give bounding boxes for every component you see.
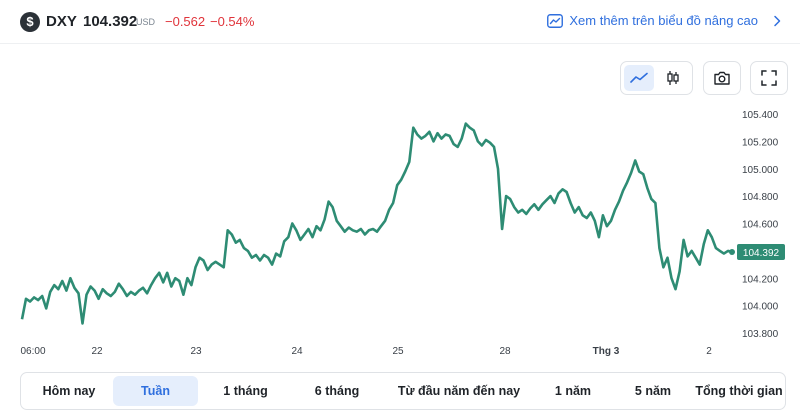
line-chart-button[interactable] — [624, 65, 654, 91]
candlestick-icon — [667, 71, 679, 85]
x-axis-tick-label: 06:00 — [20, 346, 45, 357]
ticker-symbol: DXY — [46, 13, 77, 30]
price-unit: USD — [136, 17, 156, 27]
quote-header: $ DXY 104.392 USD −0.562 −0.54% Xem thêm… — [0, 0, 800, 44]
line-chart-icon — [630, 72, 648, 83]
range-button[interactable]: Tổng thời gian — [695, 384, 783, 398]
fullscreen-icon — [761, 70, 777, 86]
range-button[interactable]: Từ đầu năm đến nay — [397, 384, 521, 398]
y-axis-tick-label: 104.000 — [742, 302, 779, 313]
x-axis-tick-label: 28 — [499, 346, 511, 357]
candlestick-chart-button[interactable] — [658, 65, 688, 91]
advanced-chart-label: Xem thêm trên biểu đồ nâng cao — [569, 13, 758, 28]
y-axis-tick-label: 105.400 — [742, 110, 779, 121]
range-button[interactable]: Hôm nay — [42, 384, 96, 398]
chart-type-toggle — [620, 61, 693, 95]
x-axis-tick-label: 24 — [291, 346, 303, 357]
y-axis-tick-label: 105.200 — [742, 137, 779, 148]
range-button[interactable]: Tuần — [113, 376, 198, 406]
y-axis-tick-label: 104.200 — [742, 274, 779, 285]
price-change: −0.562 — [165, 14, 206, 29]
chart-trend-icon — [547, 13, 564, 28]
price-change-percent: −0.54% — [210, 14, 255, 29]
x-axis-tick-label: 25 — [392, 346, 404, 357]
x-axis-tick-label: 22 — [91, 346, 103, 357]
range-button[interactable]: 1 năm — [554, 384, 592, 398]
price-series-line — [20, 122, 733, 325]
x-axis-tick-label: Thg 3 — [593, 346, 620, 357]
range-button[interactable]: 6 tháng — [314, 384, 360, 398]
x-axis-tick-label: 2 — [706, 346, 712, 357]
y-axis-tick-label: 105.000 — [742, 165, 779, 176]
advanced-chart-link[interactable]: Xem thêm trên biểu đồ nâng cao — [547, 13, 782, 28]
chevron-right-icon — [774, 15, 781, 26]
current-price: 104.392 — [83, 13, 138, 30]
range-button[interactable]: 5 năm — [634, 384, 672, 398]
last-price-marker — [729, 248, 735, 255]
camera-icon — [714, 71, 730, 85]
snapshot-button[interactable] — [703, 61, 741, 95]
x-axis-tick-label: 23 — [190, 346, 202, 357]
fullscreen-button[interactable] — [750, 61, 788, 95]
range-button[interactable]: 1 tháng — [223, 384, 268, 398]
dollar-icon: $ — [20, 12, 40, 32]
time-range-selector: Hôm nay Tuần 1 tháng 6 tháng Từ đầu năm đến … — [20, 372, 786, 410]
y-axis-tick-label: 103.800 — [742, 329, 779, 340]
price-chart[interactable]: 103.800104.000104.200104.400104.600104.8… — [0, 100, 800, 362]
y-axis-tick-label: 104.600 — [742, 220, 779, 231]
y-axis-tick-label: 104.800 — [742, 192, 779, 203]
last-price-label: 104.392 — [743, 248, 780, 259]
last-price-label-bg — [737, 243, 785, 260]
